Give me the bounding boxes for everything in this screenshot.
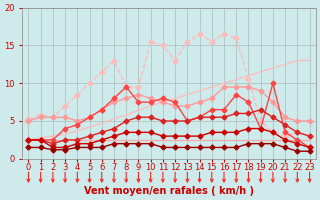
X-axis label: Vent moyen/en rafales ( km/h ): Vent moyen/en rafales ( km/h ) [84,186,254,196]
